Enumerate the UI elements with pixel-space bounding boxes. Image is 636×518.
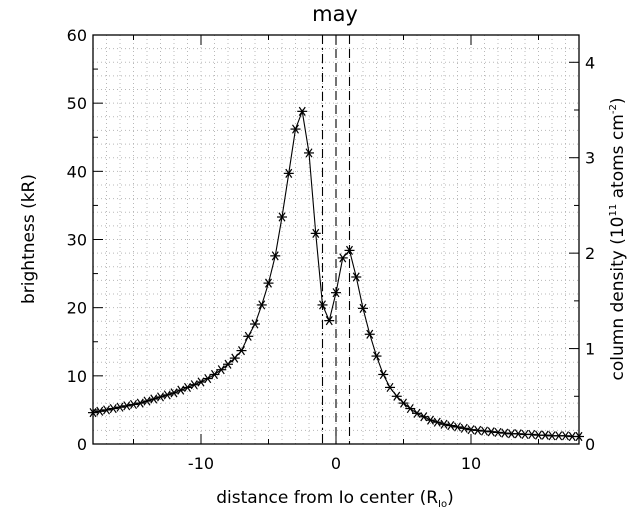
data-point bbox=[466, 425, 476, 435]
data-point bbox=[445, 420, 456, 431]
data-point bbox=[499, 428, 510, 438]
data-point bbox=[324, 316, 335, 326]
data-point bbox=[371, 351, 382, 361]
data-point bbox=[472, 425, 483, 435]
data-point bbox=[310, 228, 321, 238]
data-point bbox=[250, 319, 260, 329]
data-point bbox=[283, 168, 294, 178]
y-axis-title-right: column density (1011 atoms cm-2) bbox=[608, 98, 628, 381]
data-point bbox=[236, 346, 247, 356]
axes: -10 0 10 0 10 20 30 40 50 60 0 1 2 3 4 bbox=[67, 26, 596, 473]
x-tick-label: 0 bbox=[331, 454, 341, 473]
y-tick-label-left: 20 bbox=[67, 299, 87, 318]
data-point bbox=[229, 353, 240, 363]
data-point bbox=[148, 394, 159, 404]
data-point bbox=[358, 303, 368, 313]
data-point bbox=[216, 365, 227, 375]
data-point bbox=[142, 396, 152, 406]
data-point bbox=[540, 430, 551, 440]
x-tick-label: 10 bbox=[461, 454, 481, 473]
data-point bbox=[351, 272, 362, 282]
reference-lines bbox=[321, 35, 351, 444]
data-point bbox=[405, 403, 416, 414]
chart-title: may bbox=[312, 2, 358, 26]
data-point bbox=[459, 423, 470, 433]
y-tick-label-left: 40 bbox=[67, 162, 87, 181]
data-point bbox=[344, 245, 355, 256]
series bbox=[88, 106, 584, 442]
data-point bbox=[256, 300, 267, 310]
data-point bbox=[243, 331, 254, 341]
data-point bbox=[290, 124, 301, 134]
y-tick-label-right: 2 bbox=[585, 244, 595, 263]
y-axis-title-left: brightness (kR) bbox=[19, 174, 39, 304]
data-point bbox=[486, 427, 497, 437]
data-point bbox=[101, 405, 112, 415]
data-point bbox=[121, 401, 132, 411]
y-tick-label-left: 50 bbox=[67, 94, 87, 113]
y-tick-label-left: 30 bbox=[67, 231, 87, 250]
data-point bbox=[115, 402, 125, 412]
data-point bbox=[439, 419, 449, 429]
data-point bbox=[297, 106, 308, 116]
y-tick-label-left: 0 bbox=[77, 435, 87, 454]
y-tick-label-right: 0 bbox=[585, 435, 595, 454]
y-tick-label-right: 3 bbox=[585, 149, 595, 168]
data-point bbox=[432, 417, 443, 427]
data-point bbox=[378, 369, 389, 380]
data-point bbox=[135, 398, 146, 408]
data-point bbox=[425, 415, 436, 425]
data-point bbox=[155, 392, 166, 402]
data-point bbox=[513, 429, 524, 439]
data-point bbox=[331, 288, 341, 298]
y-tick-label-left: 10 bbox=[67, 367, 87, 386]
data-point bbox=[560, 431, 571, 441]
data-point bbox=[277, 212, 287, 222]
data-point bbox=[270, 251, 281, 261]
data-point bbox=[202, 373, 213, 384]
data-point bbox=[162, 390, 173, 400]
y-tick-label-left: 60 bbox=[67, 26, 87, 45]
data-point bbox=[94, 406, 105, 416]
data-point bbox=[317, 300, 328, 310]
data-point bbox=[364, 329, 375, 339]
data-point bbox=[209, 369, 220, 380]
data-point bbox=[304, 148, 314, 158]
data-point bbox=[391, 391, 402, 401]
y-tick-label-right: 4 bbox=[585, 53, 595, 72]
y-tick-label-right: 1 bbox=[585, 340, 595, 359]
data-point bbox=[263, 278, 274, 288]
data-point bbox=[493, 427, 503, 438]
data-point bbox=[337, 253, 348, 263]
data-point bbox=[398, 398, 409, 408]
data-point bbox=[385, 382, 395, 393]
data-point bbox=[479, 426, 490, 436]
data-point bbox=[526, 429, 537, 440]
grid bbox=[92, 34, 580, 445]
data-point bbox=[128, 399, 139, 410]
x-axis-title: distance from Io center (RIo) bbox=[216, 488, 453, 510]
data-point bbox=[452, 422, 463, 432]
x-tick-label: -10 bbox=[188, 454, 214, 473]
data-point bbox=[223, 359, 233, 369]
data-point bbox=[108, 403, 119, 414]
